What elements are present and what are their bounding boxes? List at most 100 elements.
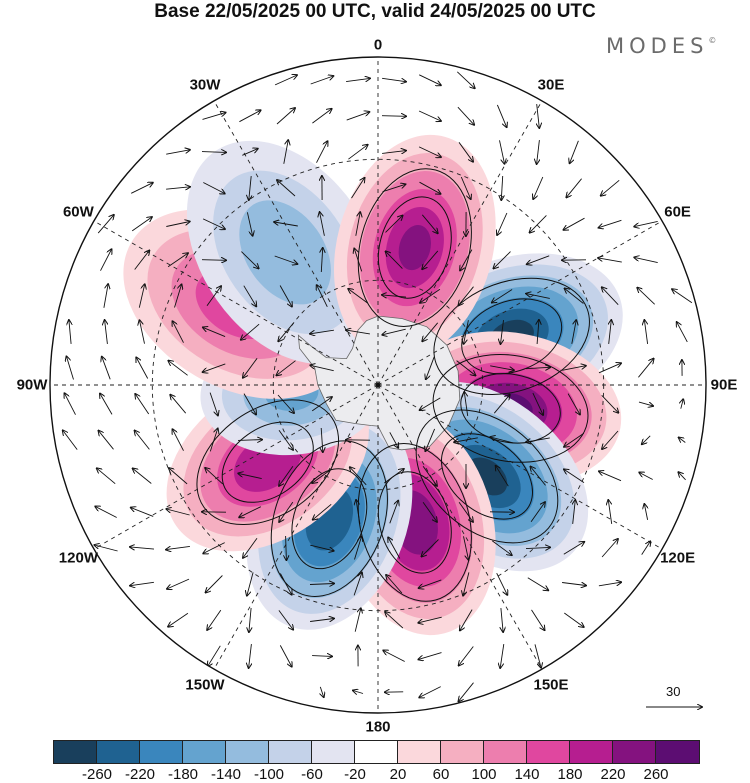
wind-arrow — [286, 535, 287, 560]
wind-arrow — [672, 289, 693, 304]
wind-arrow — [382, 295, 407, 297]
wind-arrow — [174, 285, 182, 308]
wind-arrow — [598, 363, 621, 374]
meridian-line — [377, 100, 543, 386]
wind-arrow — [95, 507, 117, 518]
contour-line — [461, 298, 563, 375]
wind-arrow — [464, 320, 469, 344]
wind-arrow — [460, 609, 473, 631]
wind-arrow — [283, 140, 288, 164]
wind-arrow — [678, 472, 686, 481]
wind-arrow — [602, 287, 619, 306]
wind-arrow — [388, 538, 401, 559]
wind-arrow — [100, 249, 112, 271]
wind-arrow — [527, 255, 550, 264]
wind-arrow — [167, 253, 188, 268]
wind-arrow — [168, 612, 189, 626]
wind-arrow — [599, 471, 622, 482]
wind-arrow — [249, 176, 251, 200]
wind-arrow — [490, 365, 514, 370]
wind-arrow — [638, 401, 653, 406]
wind-arrow — [530, 502, 545, 523]
wind-arrow — [279, 501, 294, 522]
contour-line — [460, 373, 561, 444]
wind-arrow — [208, 645, 221, 666]
wind-arrow — [238, 473, 262, 480]
wind-arrow — [133, 469, 152, 484]
wind-arrow — [386, 575, 403, 594]
wind-arrow — [563, 542, 584, 555]
modes-logo: MODES© — [606, 34, 717, 58]
colorbar-swatch — [613, 741, 656, 763]
wind-arrow — [239, 506, 261, 518]
wind-arrow — [526, 294, 550, 299]
wind-arrow — [313, 503, 332, 519]
colorbar-tick-label: 100 — [471, 766, 497, 783]
wind-arrow — [278, 322, 295, 341]
wind-arrow — [241, 323, 260, 340]
wind-arrow — [276, 108, 295, 125]
wind-arrow — [497, 212, 508, 235]
wind-arrow — [203, 363, 226, 372]
longitude-label: 60W — [62, 203, 94, 221]
wind-arrow — [500, 644, 505, 668]
wind-arrow — [422, 250, 439, 269]
colorbar-tick-label: 180 — [557, 766, 583, 783]
wind-arrow — [570, 140, 579, 163]
wind-arrow — [493, 395, 509, 414]
colorbar-tick-label: -20 — [344, 766, 366, 783]
wind-arrow — [562, 583, 586, 586]
wind-arrow — [134, 251, 150, 270]
wind-arrow — [564, 217, 585, 230]
wind-arrow — [320, 686, 323, 697]
wind-arrow — [531, 609, 545, 630]
wind-arrow — [100, 394, 113, 415]
wind-arrow — [136, 358, 149, 379]
wind-arrow — [354, 608, 361, 632]
wind-arrow — [501, 320, 504, 344]
wind-arrow — [562, 366, 586, 371]
colorbar-tick-label: -100 — [253, 766, 285, 783]
colorbar-tick-label: -220 — [124, 766, 156, 783]
colorbar-swatch — [398, 741, 441, 763]
wind-arrow — [598, 258, 622, 263]
wind-arrow — [249, 607, 251, 632]
wind-arrow — [534, 644, 541, 667]
wind-arrow — [459, 286, 474, 306]
longitude-label: 150E — [533, 676, 569, 694]
wind-arrow — [389, 432, 398, 447]
wind-arrow — [639, 473, 653, 480]
meridian-line — [377, 384, 663, 550]
wind-arrow — [564, 432, 585, 447]
wind-arrow — [130, 581, 154, 585]
wind-arrow — [346, 330, 370, 335]
wind-arrow — [355, 212, 360, 236]
wind-arrow — [310, 544, 333, 551]
wind-arrow — [419, 579, 442, 588]
colorbar-tick-label: -180 — [167, 766, 199, 783]
wind-arrow — [209, 392, 218, 416]
wind-arrow — [677, 322, 688, 343]
anomaly-cell — [186, 140, 384, 364]
wind-arrow — [601, 394, 619, 412]
wind-arrow — [353, 691, 364, 694]
longitude-label: 30W — [189, 76, 221, 94]
wind-arrow — [203, 542, 225, 554]
wind-arrow — [609, 320, 612, 344]
wind-arrow — [601, 539, 618, 558]
wind-arrow — [138, 284, 144, 308]
colorbar-swatch — [527, 741, 570, 763]
wind-arrow — [425, 428, 436, 451]
colorbar-tick-label: 20 — [389, 766, 407, 783]
wind-arrow — [422, 539, 439, 557]
wind-arrow — [202, 218, 225, 229]
meridian-line — [377, 220, 663, 386]
wind-arrow — [131, 217, 152, 232]
wind-arrow — [274, 222, 298, 227]
colorbar-tick-label: -260 — [81, 766, 113, 783]
wind-arrow — [421, 214, 437, 233]
wind-arrow — [99, 431, 114, 450]
wind-arrow — [389, 501, 398, 524]
wind-vectors — [63, 71, 693, 702]
